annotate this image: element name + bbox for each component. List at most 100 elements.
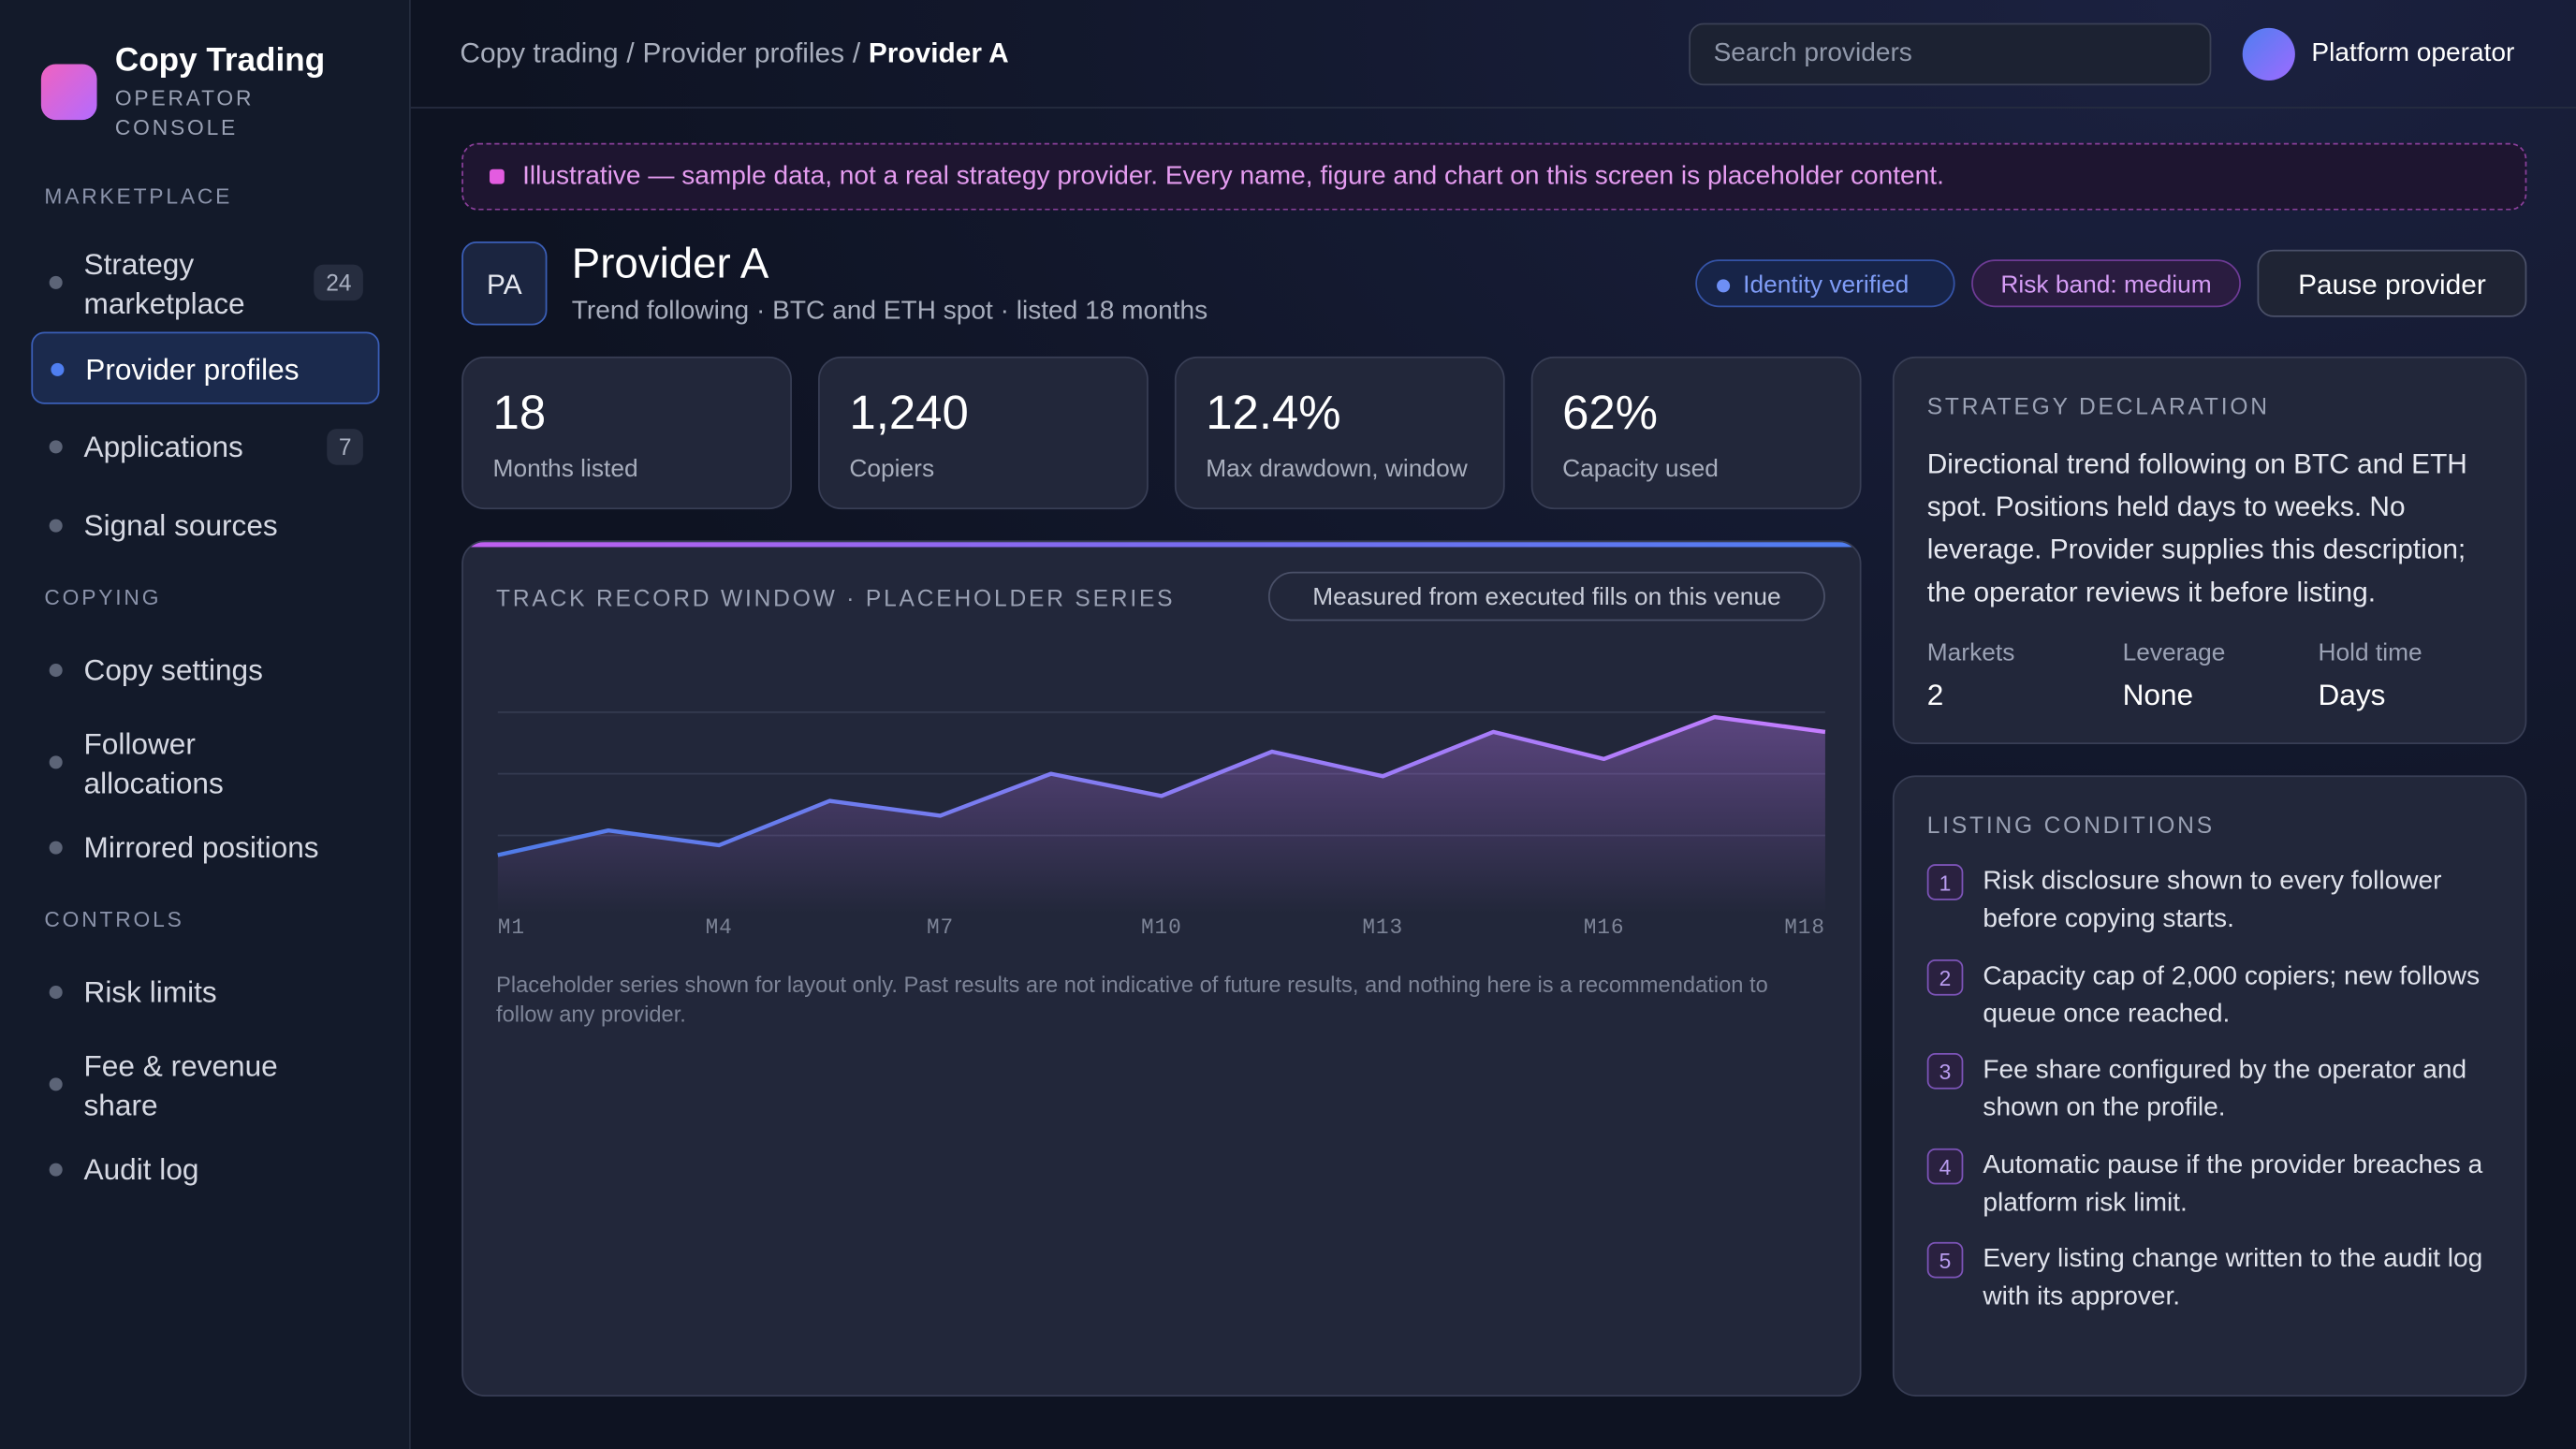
area — [497, 717, 1825, 914]
brand-subtitle: OPERATOR CONSOLE — [114, 85, 255, 140]
stat-value: 62% — [1562, 388, 1658, 441]
conditions-card: LISTING CONDITIONS 1 Risk disclosure shown… — [1892, 775, 2527, 1397]
nav-label: Copy settings — [83, 653, 263, 687]
nav-label: Applications — [83, 430, 243, 463]
provider-name: Provider A — [571, 238, 769, 288]
fact-value: Days — [2318, 678, 2386, 711]
stat-label: Capacity used — [1562, 455, 1719, 483]
breadcrumb-item[interactable]: Provider profiles — [642, 37, 845, 69]
stat-label: Max drawdown, window — [1206, 455, 1468, 483]
line-chart: M1 M4 M7 M10 M13 M16 M18 — [497, 710, 1826, 940]
chart-caption: Placeholder series shown for layout only… — [496, 973, 1768, 1027]
nav-badge: 7 — [327, 429, 363, 465]
condition-number-text: 3 — [1939, 1060, 1952, 1085]
nav-item[interactable]: Signal sources — [31, 490, 379, 562]
nav-dot — [49, 1077, 63, 1091]
nav-dot — [49, 841, 63, 855]
badge-dot — [1717, 279, 1731, 293]
x-tick-label: M13 — [1362, 915, 1403, 940]
notice-icon — [490, 168, 505, 184]
nav-dot — [49, 519, 63, 533]
breadcrumb-item[interactable]: Copy trading — [460, 37, 619, 69]
nav-label: Risk limits — [83, 975, 217, 1009]
badge-risk: Risk band: medium — [1971, 259, 2241, 308]
stat-value: 12.4% — [1206, 388, 1341, 441]
condition-number-text: 5 — [1939, 1248, 1952, 1274]
user-name[interactable]: Platform operator — [2311, 39, 2515, 67]
nav-item[interactable]: Applications 7 — [31, 411, 379, 483]
chart-note: Measured from executed fills on this ven… — [1267, 571, 1825, 622]
nav-item[interactable]: Risk limits — [31, 956, 379, 1028]
fact-label: Hold time — [2318, 638, 2422, 667]
nav-item[interactable]: Mirrored positions — [31, 812, 379, 884]
nav-dot — [49, 986, 63, 1000]
condition-number: 3 — [1926, 1053, 1964, 1090]
x-tick-label: M10 — [1141, 915, 1182, 940]
stat-label: Months listed — [492, 455, 638, 483]
breadcrumb-separator: / — [852, 37, 861, 69]
condition-number: 2 — [1926, 959, 1964, 995]
header-border — [410, 107, 2576, 109]
badge-text: Identity verified — [1743, 271, 1910, 300]
nav-label: Fee & revenue share — [83, 1049, 278, 1122]
nav-item[interactable]: Provider profiles — [31, 331, 380, 404]
x-tick-label: M16 — [1584, 915, 1625, 940]
search-placeholder: Search providers — [1713, 39, 1912, 67]
condition-number: 4 — [1926, 1147, 1964, 1184]
stat-card: 1,240 Copiers — [818, 356, 1149, 510]
stat-value: 1,240 — [849, 388, 969, 441]
brand-title: Copy Trading — [114, 42, 326, 80]
pause-button[interactable]: Pause provider — [2257, 249, 2527, 317]
chart-note-text: Measured from executed fills on this ven… — [1312, 583, 1781, 611]
nav-dot — [51, 362, 65, 376]
nav-item[interactable]: Fee & revenue share — [31, 1035, 379, 1134]
nav-label: Follower allocations — [83, 727, 224, 800]
breadcrumb-item: Provider A — [868, 37, 1009, 69]
stat-card: 62% Capacity used — [1530, 356, 1862, 510]
fact-value: 2 — [1926, 678, 1944, 711]
nav-badge: 24 — [314, 264, 363, 301]
x-tick-label: M7 — [927, 915, 954, 940]
x-tick-label: M18 — [1784, 915, 1825, 940]
line — [497, 714, 1826, 857]
declaration-text: Directional trend following on BTC and E… — [1926, 448, 2467, 608]
chart-accent — [462, 542, 1860, 548]
nav-item[interactable]: Copy settings — [31, 634, 379, 706]
search-box[interactable]: Search providers — [1689, 22, 2212, 86]
chart-title: TRACK RECORD WINDOW · PLACEHOLDER SERIES — [496, 584, 1176, 611]
condition-text: Every listing change written to the audi… — [1983, 1245, 2483, 1311]
nav-heading: CONTROLS — [44, 906, 184, 932]
condition-number-text: 4 — [1939, 1153, 1952, 1179]
condition-text: Capacity cap of 2,000 copiers; new follo… — [1983, 961, 2481, 1028]
logo — [40, 64, 97, 121]
stat-card: 18 Months listed — [461, 356, 792, 510]
condition-text: Automatic pause if the provider breaches… — [1983, 1150, 2483, 1217]
nav-dot — [49, 755, 63, 769]
badge-verified: Identity verified — [1695, 259, 1955, 308]
nav-item[interactable]: Follower allocations — [31, 713, 379, 812]
x-tick-label: M1 — [498, 915, 525, 940]
stat-label: Copiers — [849, 455, 935, 483]
sidebar: Copy Trading OPERATOR CONSOLE MARKETPLACE S… — [0, 0, 411, 1449]
nav-item[interactable]: Strategy marketplace 24 — [31, 233, 379, 331]
fact-label: Leverage — [2122, 638, 2226, 667]
nav-label: Signal sources — [83, 509, 278, 543]
nav-heading: MARKETPLACE — [44, 183, 233, 209]
stat-card: 12.4% Max drawdown, window — [1174, 356, 1505, 510]
nav-label: Audit log — [83, 1153, 199, 1187]
nav-label: Strategy marketplace — [83, 248, 245, 321]
nav-label: Mirrored positions — [83, 831, 319, 865]
fact-label: Markets — [1926, 638, 2015, 667]
nav-heading: COPYING — [44, 584, 162, 610]
notice: Illustrative — sample data, not a real s… — [461, 142, 2527, 211]
avatar[interactable] — [2242, 27, 2295, 80]
chart-card: TRACK RECORD WINDOW · PLACEHOLDER SERIES… — [461, 540, 1862, 1397]
conditions-heading: LISTING CONDITIONS — [1926, 812, 2215, 839]
condition-number-text: 2 — [1939, 965, 1952, 990]
condition-number: 5 — [1926, 1241, 1964, 1279]
nav-dot — [49, 1163, 63, 1177]
badge-text: Risk band: medium — [2000, 271, 2212, 300]
nav-item[interactable]: Audit log — [31, 1134, 379, 1206]
